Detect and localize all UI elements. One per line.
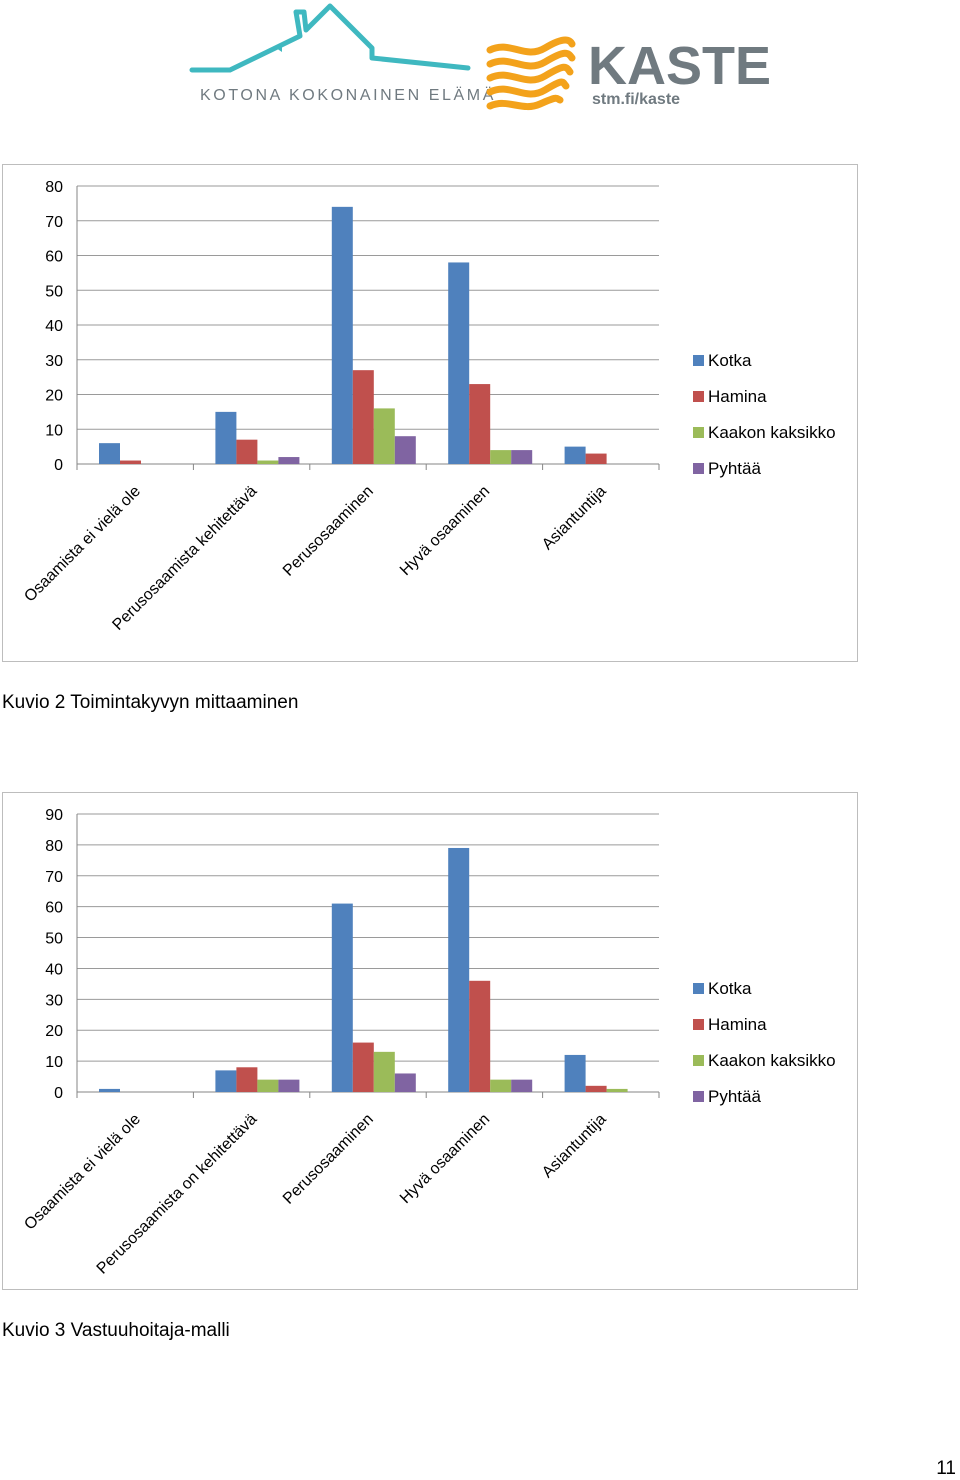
chart-2-bar [469, 980, 491, 1092]
chart-2-y-tick-label: 20 [45, 1023, 63, 1040]
house-chimney-icon [276, 44, 282, 52]
chart-1-legend-label: Kotka [708, 351, 752, 370]
chart-2-y-tick-label: 50 [45, 931, 63, 948]
chart-toimintakyvyn-mittaaminen: 0 10 20 30 40 50 60 70 80 Osaamista ei vielä ole P… [2, 164, 858, 662]
chart-1-bar [257, 460, 279, 464]
page-number: 11 [936, 1458, 956, 1479]
chart-1-y-tick-label: 40 [45, 318, 63, 335]
chart-2-bar [511, 1079, 533, 1092]
chart-1-legend-label: Kaakon kaksikko [708, 423, 836, 442]
chart-2-svg: 0 10 20 30 40 50 60 70 80 90 Osaamista ei vielä ol… [21, 807, 836, 1278]
chart-vastuuhoitaja-malli: 0 10 20 30 40 50 60 70 80 90 Osaamista ei vielä ol… [2, 792, 858, 1290]
chart-1-bar [490, 450, 512, 464]
chart-2-y-tick-label: 0 [54, 1085, 63, 1102]
kaste-title: KASTE [588, 36, 771, 96]
chart-2-legend-swatch [693, 1019, 704, 1030]
chart-1-bar [331, 206, 353, 464]
chart-1-y-tick-label: 30 [45, 353, 63, 370]
chart-1-y-tick-label: 80 [45, 179, 63, 196]
chart-2-bar [278, 1079, 300, 1092]
chart-2-legend-swatch [693, 1055, 704, 1066]
chart-2-bar [585, 1085, 607, 1092]
chart-1-category-label: Osaamista ei vielä ole [21, 483, 144, 606]
chart-2-bar [331, 903, 353, 1092]
chart-1-bar [373, 408, 395, 464]
chart-2-bar [490, 1079, 512, 1092]
chart-1-svg: 0 10 20 30 40 50 60 70 80 Osaamista ei vielä ole P… [21, 179, 836, 634]
chart-2-caption: Kuvio 3 Vastuuhoitaja-malli [2, 1320, 230, 1341]
chart-1-legend-swatch [693, 463, 704, 474]
chart-2-bar [448, 847, 470, 1092]
chart-1-category-label: Hyvä osaaminen [397, 483, 493, 579]
chart-2-legend-swatch [693, 983, 704, 994]
chart-2-y-tick-label: 40 [45, 961, 63, 978]
chart-2-bar [99, 1088, 120, 1092]
chart-1-bar [236, 439, 258, 464]
chart-1-y-tick-label: 0 [54, 457, 63, 474]
kaste-waves-icon [486, 36, 576, 111]
kotona-logo: KOTONA KOKONAINEN ELÄMÄ [189, 3, 496, 104]
chart-2-category-label: Perusosaaminen [280, 1111, 377, 1208]
chart-1-bar [99, 443, 120, 464]
chart-1-legend-label: Hamina [708, 387, 767, 406]
house-roof-icon [189, 3, 471, 73]
chart-2-bar [352, 1042, 374, 1092]
chart-2-legend-swatch [693, 1091, 704, 1102]
chart-2-y-tick-label: 70 [45, 869, 63, 886]
kaste-logo: KASTE stm.fi/kaste [486, 36, 771, 111]
chart-2-bar [606, 1088, 628, 1092]
chart-2-bar [215, 1070, 237, 1092]
chart-2-y-tick-label: 80 [45, 838, 63, 855]
chart-1-bar [120, 460, 141, 464]
chart-1-caption: Kuvio 2 Toimintakyvyn mittaaminen [2, 692, 299, 713]
chart-1-bar [585, 453, 607, 464]
chart-2-y-tick-label: 60 [45, 900, 63, 917]
chart-2-y-tick-label: 10 [45, 1054, 63, 1071]
chart-1-bar [394, 436, 416, 464]
chart-2-bar [236, 1067, 258, 1092]
chart-2-category-label: Osaamista ei vielä ole [21, 1111, 144, 1234]
chart-1-y-tick-label: 20 [45, 388, 63, 405]
chart-1-y-tick-label: 70 [45, 214, 63, 231]
chart-1-bar [448, 262, 470, 464]
chart-1-legend-label: Pyhtää [708, 459, 761, 478]
kaste-url: stm.fi/kaste [592, 91, 680, 108]
chart-1-y-tick-label: 50 [45, 283, 63, 300]
chart-1-legend-swatch [693, 427, 704, 438]
chart-2-bar [394, 1073, 416, 1092]
chart-1-y-tick-label: 10 [45, 422, 63, 439]
chart-2-bar [373, 1051, 395, 1092]
chart-1-bar [278, 457, 300, 464]
chart-1-legend-swatch [693, 391, 704, 402]
chart-2-category-label: Asiantuntija [539, 1111, 610, 1182]
chart-1-bar [511, 450, 533, 464]
chart-1-category-label: Perusosaaminen [280, 483, 377, 580]
chart-1-bar [352, 370, 374, 464]
chart-2-y-tick-label: 30 [45, 992, 63, 1009]
chart-2-category-label: Hyvä osaaminen [397, 1111, 493, 1207]
chart-1-bar [469, 384, 491, 464]
chart-2-bar [564, 1054, 586, 1092]
chart-2-legend-label: Kotka [708, 979, 752, 998]
chart-1-legend-swatch [693, 355, 704, 366]
page-header: KOTONA KOKONAINEN ELÄMÄ KASTE stm.fi/kas… [189, 3, 771, 111]
chart-1-y-tick-label: 60 [45, 249, 63, 266]
chart-2-y-tick-label: 90 [45, 807, 63, 824]
chart-2-legend-label: Hamina [708, 1015, 767, 1034]
kotona-logo-text: KOTONA KOKONAINEN ELÄMÄ [200, 86, 496, 104]
chart-1-bar [564, 446, 586, 464]
chart-1-category-label: Asiantuntija [539, 483, 610, 554]
chart-2-legend-label: Kaakon kaksikko [708, 1051, 836, 1070]
chart-1-bar [215, 411, 237, 464]
chart-2-bar [257, 1079, 279, 1092]
chart-2-legend-label: Pyhtää [708, 1087, 761, 1106]
